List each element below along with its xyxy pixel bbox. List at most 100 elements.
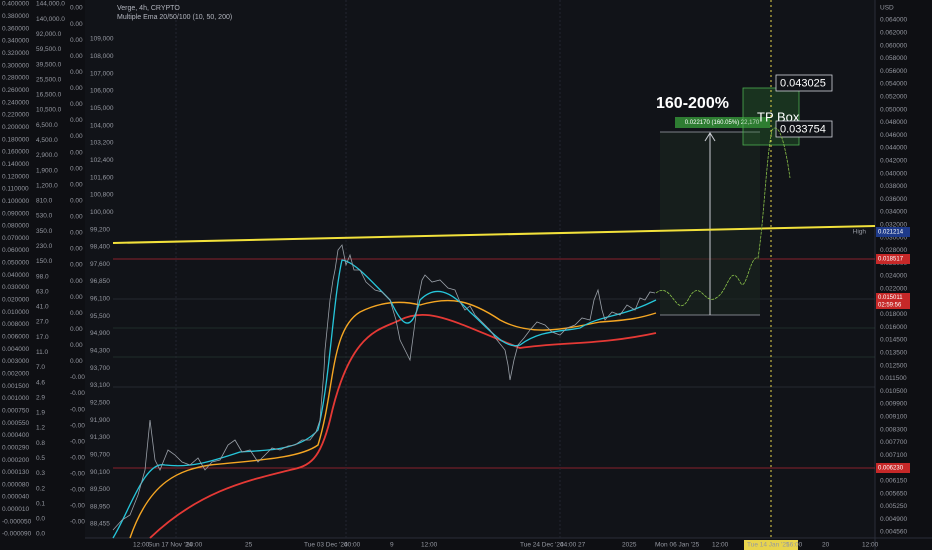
left-axis-label: 11.0	[36, 349, 49, 356]
left-axis-label: 0.010000	[2, 309, 29, 316]
left-axis-label: 91,300	[90, 434, 110, 441]
left-axis-label: 17.0	[36, 334, 49, 341]
right-axis-label: 0.009900	[880, 401, 907, 408]
left-axis-label: 0.008000	[2, 321, 29, 328]
left-axis-label: 0.220000	[2, 112, 29, 119]
right-axis-label: 0.004900	[880, 516, 907, 523]
left-axis-label: 0.200000	[2, 124, 29, 131]
indicator-label: Multiple Ema 20/50/100 (10, 50, 200)	[117, 14, 232, 21]
right-axis-label: 0.005250	[880, 503, 907, 510]
left-axis-label: 0.140000	[2, 161, 29, 168]
left-axis-label: 0.020000	[2, 297, 29, 304]
left-axis-label: 350.0	[36, 228, 53, 235]
left-axis-label: -0.00	[70, 471, 85, 478]
left-axis-label: 0.00	[70, 197, 83, 204]
right-axis-label: 0.022000	[880, 286, 907, 293]
left-axis-label: 1.2	[36, 425, 45, 432]
left-axis-label: 0.030000	[2, 284, 29, 291]
left-axis-label: 0.00	[70, 342, 83, 349]
right-axis-label: 0.058000	[880, 55, 907, 62]
right-axis-label: 0.024000	[880, 273, 907, 280]
left-axis-label: 0.070000	[2, 235, 29, 242]
left-axis-label: 96,100	[90, 296, 110, 303]
left-axis-label: 0.260000	[2, 87, 29, 94]
left-axis-label: 0.00	[70, 117, 83, 124]
measure-arrowhead	[704, 132, 716, 142]
resistance-tag	[876, 254, 910, 264]
right-axis-label: 0.007100	[880, 452, 907, 459]
left-axis-label: -0.00	[70, 454, 85, 461]
x-tick-label: 12:00	[133, 542, 150, 549]
left-axis-label: -0.00	[70, 390, 85, 397]
right-axis-label: 0.012500	[880, 362, 907, 369]
x-axis: 12:00 Sun 17 Nov '24 20:00 25 Tue 03 Dec…	[133, 540, 879, 550]
right-axis-label: 0.009100	[880, 414, 907, 421]
x-tick-label: 16:00	[786, 542, 803, 549]
left-axis-label: 0.0	[36, 516, 45, 523]
left-axis-label: 95,500	[90, 313, 110, 320]
left-axis-label: 0.003000	[2, 358, 29, 365]
left-axis-label: 0.00	[70, 21, 83, 28]
x-tick-label: 12:00	[712, 542, 729, 549]
left-axis-label: 108,000	[90, 53, 114, 60]
left-axis-label: 0.000750	[2, 407, 29, 414]
right-axis-label: 0.040000	[880, 170, 907, 177]
left-axis-label: 92,500	[90, 399, 110, 406]
left-axis-label: 105,000	[90, 105, 114, 112]
left-axis-label: 230.0	[36, 243, 53, 250]
support-tag-text: 0.006230	[878, 466, 904, 472]
tp-low-text: 0.033754	[780, 123, 826, 135]
x-tick-label: 27	[578, 542, 586, 549]
left-axis-label: 0.00	[70, 358, 83, 365]
left-axis-label: 90,700	[90, 451, 110, 458]
right-axis-label: 0.010500	[880, 388, 907, 395]
high-label: High	[853, 229, 867, 236]
right-axis-label: 0.008300	[880, 426, 907, 433]
left-axis-label: 102,400	[90, 157, 114, 164]
x-tick-label: Tue 03 Dec '24	[304, 542, 348, 549]
left-axis-label: 0.110000	[2, 186, 29, 193]
left-axis-label: 100,800	[90, 192, 114, 199]
left-axis-label: 1,900.0	[36, 167, 58, 174]
left-axis-label: -0.00	[70, 487, 85, 494]
high-tag	[876, 227, 910, 237]
left-axis-label: 0.00	[70, 310, 83, 317]
left-axis-label: 98,400	[90, 244, 110, 251]
left-axis-label: 0.00	[70, 246, 83, 253]
right-axis-label: 0.016000	[880, 324, 907, 331]
left-axis-label: -0.00	[70, 438, 85, 445]
left-axis-label: 59,500.0	[36, 46, 62, 53]
left-axis-label: 93,100	[90, 382, 110, 389]
left-axis-label: 98.0	[36, 273, 49, 280]
left-axis-label: 0.00	[70, 5, 83, 12]
left-axis-label: 103,200	[90, 140, 114, 147]
left-axis-label: 88,950	[90, 503, 110, 510]
left-axis-label: 97,600	[90, 261, 110, 268]
left-axis-label: 0.00	[70, 101, 83, 108]
x-tick-label: 12:00	[862, 542, 879, 549]
right-axis-label: 0.030000	[880, 234, 907, 241]
left-axis-label: 104,000	[90, 122, 114, 129]
last-price-text: 0.015011	[878, 295, 903, 301]
x-tick-label: Mon 06 Jan '25	[655, 542, 700, 549]
right-axis-label: 0.004560	[880, 529, 907, 536]
left-axis-label: 0.001500	[2, 383, 29, 390]
left-axis-label: 0.00	[70, 262, 83, 269]
left-axis-label: 109,000	[90, 36, 114, 43]
left-axis-label: 0.180000	[2, 136, 29, 143]
left-axis-label: 810.0	[36, 198, 53, 205]
left-axis-label: 0.1	[36, 500, 45, 507]
left-axis-label: 93,700	[90, 365, 110, 372]
left-axis-label: 0.00	[70, 278, 83, 285]
right-axis-label: 0.054000	[880, 81, 907, 88]
left-axis-label: 0.000130	[2, 469, 29, 476]
tp-low-box	[775, 120, 833, 138]
left-axis-label: 0.8	[36, 440, 45, 447]
right-axis: 0.064000 0.062000 0.060000 0.058000 0.056000…	[880, 17, 907, 536]
left-axis-label: 0.00	[70, 133, 83, 140]
left-axis-label: 0.00	[70, 85, 83, 92]
left-axis-label: 0.00	[70, 37, 83, 44]
left-axis-label: 0.00	[70, 53, 83, 60]
left-axis-label: 63.0	[36, 288, 49, 295]
